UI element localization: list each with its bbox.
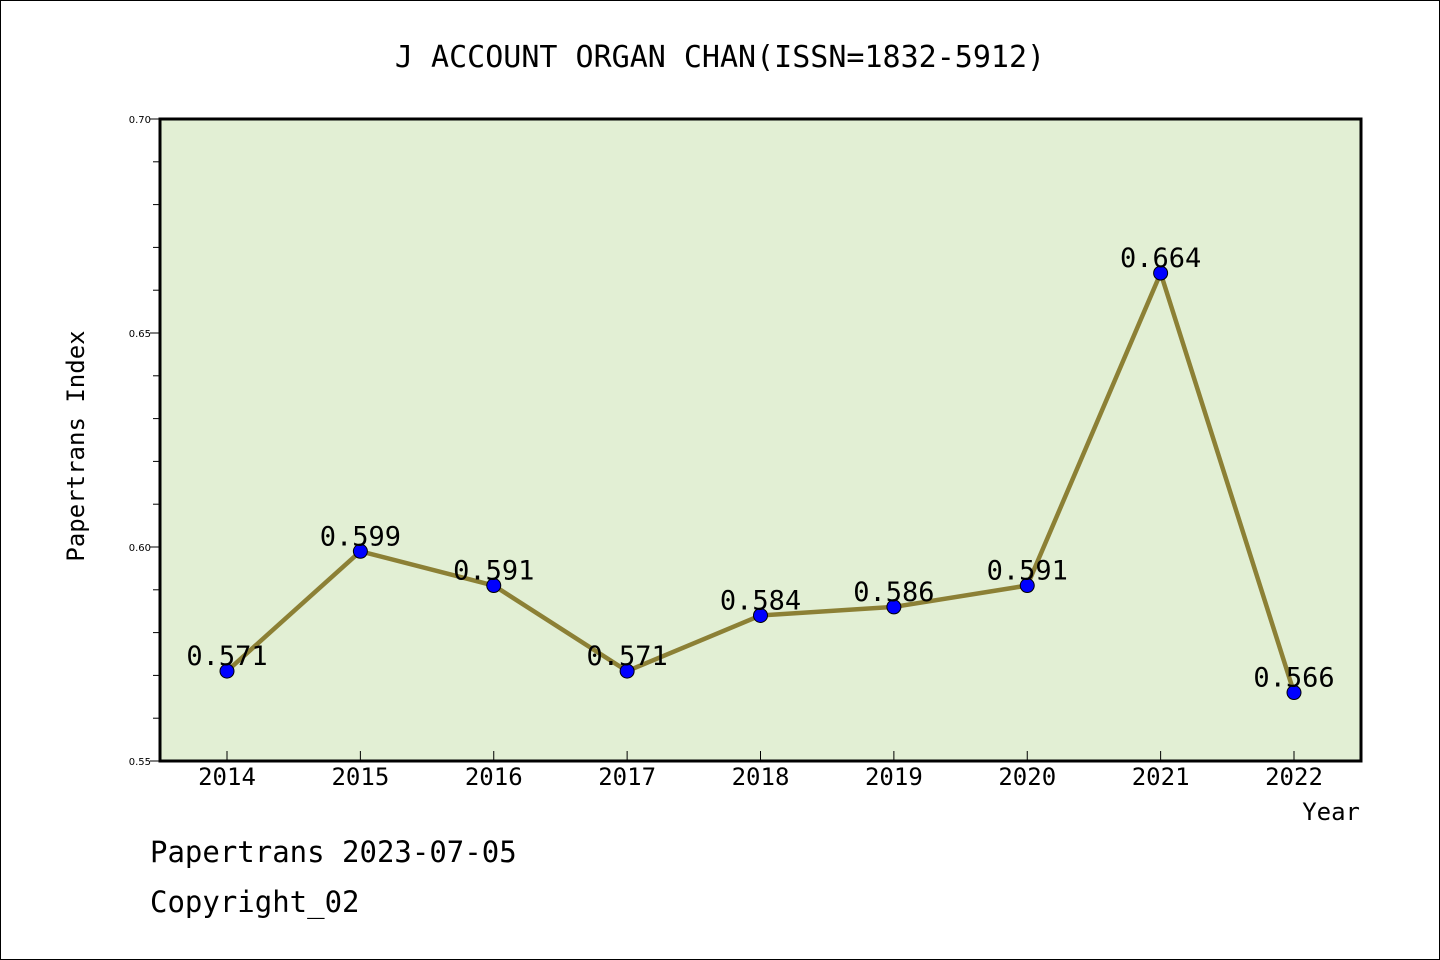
data-label: 0.664: [1120, 243, 1201, 274]
data-point: [753, 607, 768, 623]
data-label: 0.591: [987, 556, 1068, 587]
x-tick-label: 2020: [998, 763, 1056, 791]
data-label: 0.586: [853, 577, 934, 608]
x-tick-label: 2014: [198, 763, 256, 791]
x-tick-label: 2019: [865, 763, 923, 791]
data-point: [1153, 265, 1169, 281]
data-label: 0.591: [453, 556, 534, 587]
footer-copyright: Copyright_02: [150, 885, 360, 919]
data-point: [1019, 578, 1035, 594]
data-label: 0.584: [720, 585, 801, 616]
x-axis-label: Year: [1302, 798, 1360, 826]
y-axis-label: Papertrans Index: [62, 330, 90, 561]
x-tick-label: 2022: [1265, 763, 1323, 791]
chart-title: J ACCOUNT ORGAN CHAN(ISSN=1832-5912): [395, 40, 1045, 75]
data-label: 0.599: [320, 521, 401, 552]
series-layer: [219, 265, 1302, 701]
data-label: 0.571: [186, 641, 267, 672]
data-label: 0.566: [1253, 663, 1334, 694]
x-tick-label: 2017: [598, 763, 656, 791]
x-tick-label: 2016: [465, 763, 523, 791]
data-point: [886, 599, 902, 615]
x-tick-label: 2021: [1132, 763, 1190, 791]
y-axis: 0.55 0.60 0.65 0.70: [129, 115, 160, 768]
y-tick-label: 0.70: [129, 115, 151, 126]
data-point: [486, 578, 502, 594]
y-tick-label: 0.55: [129, 757, 151, 768]
x-tick-label: 2015: [331, 763, 389, 791]
y-tick-label: 0.65: [129, 329, 151, 340]
footer-date: Papertrans 2023-07-05: [150, 835, 517, 869]
data-point: [352, 543, 368, 559]
data-point: [619, 663, 635, 679]
data-label: 0.571: [586, 641, 667, 672]
y-tick-label: 0.60: [129, 543, 151, 554]
data-point: [219, 663, 235, 679]
x-tick-label: 2018: [732, 763, 790, 791]
data-point: [1286, 685, 1302, 701]
plot-area: [158, 117, 1363, 763]
x-axis: 2014 2015 2016 2017 2018 2019 2020 2021 2022: [198, 751, 1323, 791]
data-label-layer: 0.571 0.599 0.591 0.571 0.584 0.586 0.591 0.664…: [186, 243, 1334, 693]
